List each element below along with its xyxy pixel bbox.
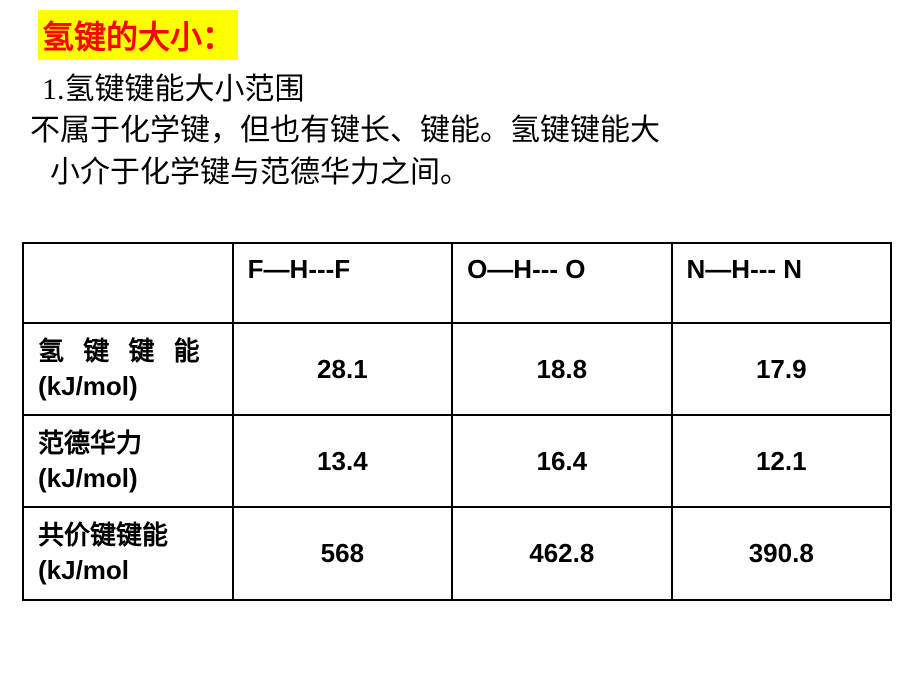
row-label-unit: (kJ/mol <box>38 555 129 585</box>
data-cell: 17.9 <box>672 323 891 415</box>
energy-table: F—H---F O—H--- O N—H--- N 氢 键 键 能 (kJ/mo… <box>22 242 892 601</box>
data-cell: 390.8 <box>672 507 891 599</box>
row-label-unit: (kJ/mol) <box>38 463 138 493</box>
column-header: N—H--- N <box>672 243 891 323</box>
column-header: F—H---F <box>233 243 452 323</box>
data-cell: 12.1 <box>672 415 891 507</box>
row-label-cn: 范德华力 <box>38 428 142 458</box>
data-cell: 18.8 <box>452 323 671 415</box>
data-cell: 568 <box>233 507 452 599</box>
table-header-row: F—H---F O—H--- O N—H--- N <box>23 243 891 323</box>
page-title: 氢键的大小： <box>42 19 234 55</box>
row-header: 共价键键能 (kJ/mol <box>23 507 233 599</box>
row-label-unit: (kJ/mol) <box>38 371 138 401</box>
table-row: 共价键键能 (kJ/mol 568 462.8 390.8 <box>23 507 891 599</box>
title-highlight: 氢键的大小： <box>38 10 238 60</box>
title-container: 氢键的大小： <box>38 10 238 60</box>
data-cell: 28.1 <box>233 323 452 415</box>
description: 不属于化学键，但也有键长、键能。氢键键能大 小介于化学键与范德华力之间。 <box>30 110 880 194</box>
column-header: O—H--- O <box>452 243 671 323</box>
data-cell: 462.8 <box>452 507 671 599</box>
table-row: 范德华力 (kJ/mol) 13.4 16.4 12.1 <box>23 415 891 507</box>
description-line-2: 小介于化学键与范德华力之间。 <box>30 152 880 194</box>
table-row: 氢 键 键 能 (kJ/mol) 28.1 18.8 17.9 <box>23 323 891 415</box>
row-label-cn: 共价键键能 <box>38 520 168 550</box>
row-header: 氢 键 键 能 (kJ/mol) <box>23 323 233 415</box>
row-label-cn: 氢 键 键 能 <box>38 336 206 366</box>
row-header: 范德华力 (kJ/mol) <box>23 415 233 507</box>
header-empty <box>23 243 233 323</box>
data-cell: 13.4 <box>233 415 452 507</box>
subtitle: 1.氢键键能大小范围 <box>42 64 305 108</box>
description-line-1: 不属于化学键，但也有键长、键能。氢键键能大 <box>30 110 880 152</box>
data-cell: 16.4 <box>452 415 671 507</box>
